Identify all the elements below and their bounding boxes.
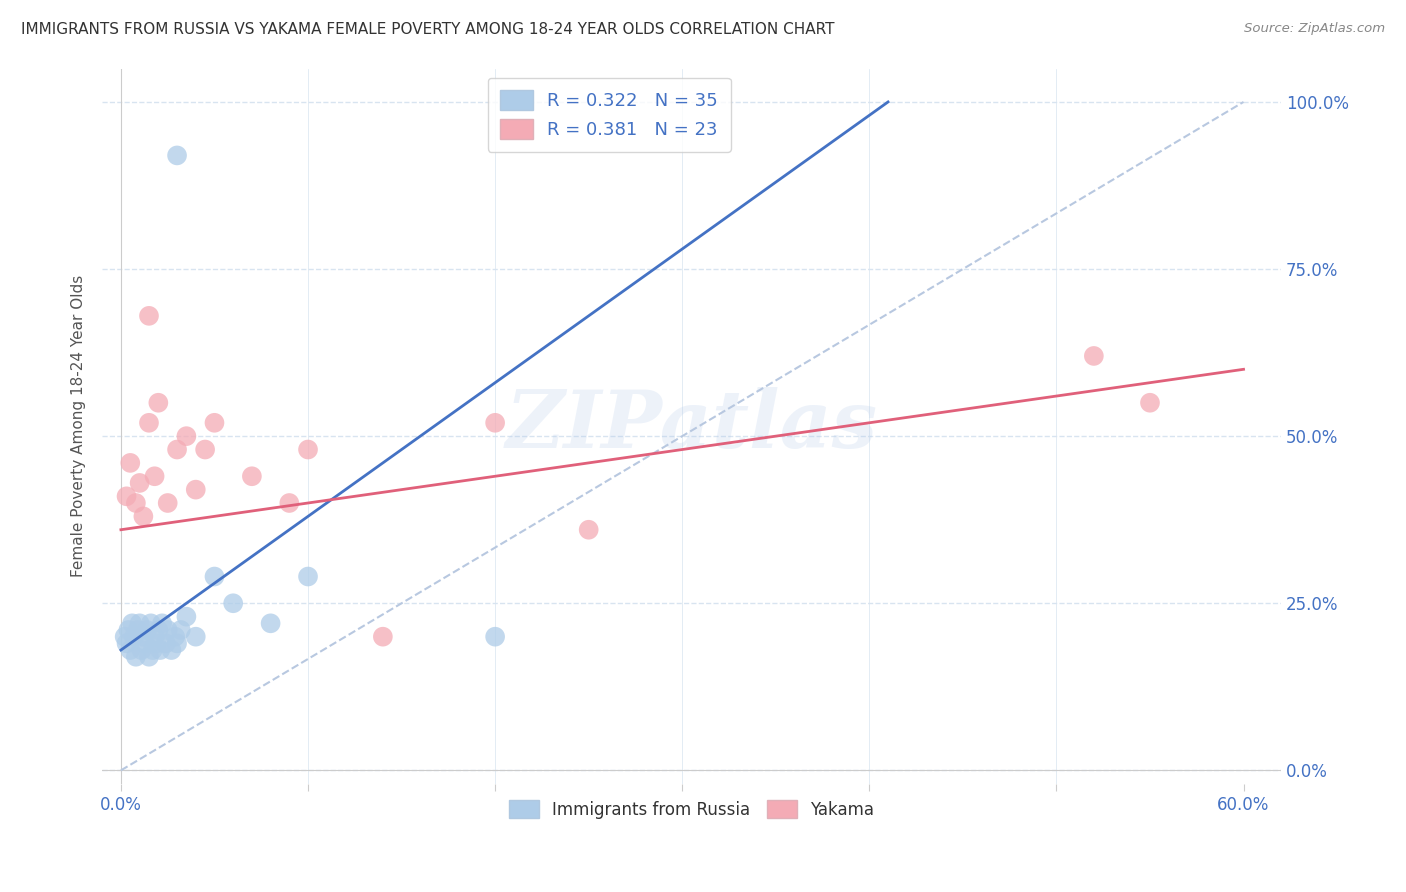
Point bbox=[484, 630, 506, 644]
Point bbox=[114, 630, 136, 644]
Point bbox=[148, 395, 170, 409]
Point bbox=[155, 636, 177, 650]
Point bbox=[132, 509, 155, 524]
Point bbox=[120, 643, 142, 657]
Point bbox=[204, 569, 226, 583]
Point bbox=[142, 643, 165, 657]
Point bbox=[194, 442, 217, 457]
Text: ZIPatlas: ZIPatlas bbox=[506, 387, 877, 465]
Point bbox=[176, 609, 198, 624]
Point bbox=[166, 636, 188, 650]
Point bbox=[160, 643, 183, 657]
Point bbox=[136, 623, 159, 637]
Point bbox=[484, 416, 506, 430]
Point bbox=[120, 456, 142, 470]
Point bbox=[1139, 395, 1161, 409]
Point bbox=[128, 616, 150, 631]
Point bbox=[170, 623, 193, 637]
Point bbox=[578, 523, 600, 537]
Point bbox=[138, 309, 160, 323]
Point bbox=[156, 496, 179, 510]
Point bbox=[184, 630, 207, 644]
Point bbox=[121, 616, 143, 631]
Point bbox=[127, 623, 149, 637]
Point bbox=[131, 643, 153, 657]
Point bbox=[128, 475, 150, 490]
Point bbox=[371, 630, 394, 644]
Text: IMMIGRANTS FROM RUSSIA VS YAKAMA FEMALE POVERTY AMONG 18-24 YEAR OLDS CORRELATIO: IMMIGRANTS FROM RUSSIA VS YAKAMA FEMALE … bbox=[21, 22, 835, 37]
Point bbox=[115, 636, 138, 650]
Point bbox=[204, 416, 226, 430]
Point bbox=[240, 469, 263, 483]
Point bbox=[150, 616, 173, 631]
Point bbox=[117, 623, 139, 637]
Point bbox=[125, 496, 148, 510]
Point bbox=[132, 630, 155, 644]
Point bbox=[125, 649, 148, 664]
Point bbox=[297, 569, 319, 583]
Y-axis label: Female Poverty Among 18-24 Year Olds: Female Poverty Among 18-24 Year Olds bbox=[72, 275, 86, 577]
Point bbox=[149, 643, 172, 657]
Point bbox=[259, 616, 281, 631]
Point bbox=[143, 630, 166, 644]
Point bbox=[139, 616, 162, 631]
Point bbox=[165, 630, 187, 644]
Point bbox=[148, 623, 170, 637]
Point bbox=[278, 496, 301, 510]
Point bbox=[156, 623, 179, 637]
Point bbox=[1083, 349, 1105, 363]
Point bbox=[297, 442, 319, 457]
Point bbox=[176, 429, 198, 443]
Point bbox=[143, 469, 166, 483]
Point bbox=[184, 483, 207, 497]
Point bbox=[138, 649, 160, 664]
Point bbox=[138, 416, 160, 430]
Legend: Immigrants from Russia, Yakama: Immigrants from Russia, Yakama bbox=[502, 794, 882, 825]
Point bbox=[122, 630, 145, 644]
Point bbox=[145, 636, 167, 650]
Point bbox=[166, 442, 188, 457]
Point bbox=[222, 596, 245, 610]
Text: Source: ZipAtlas.com: Source: ZipAtlas.com bbox=[1244, 22, 1385, 36]
Point bbox=[115, 489, 138, 503]
Point bbox=[134, 636, 156, 650]
Point bbox=[166, 148, 188, 162]
